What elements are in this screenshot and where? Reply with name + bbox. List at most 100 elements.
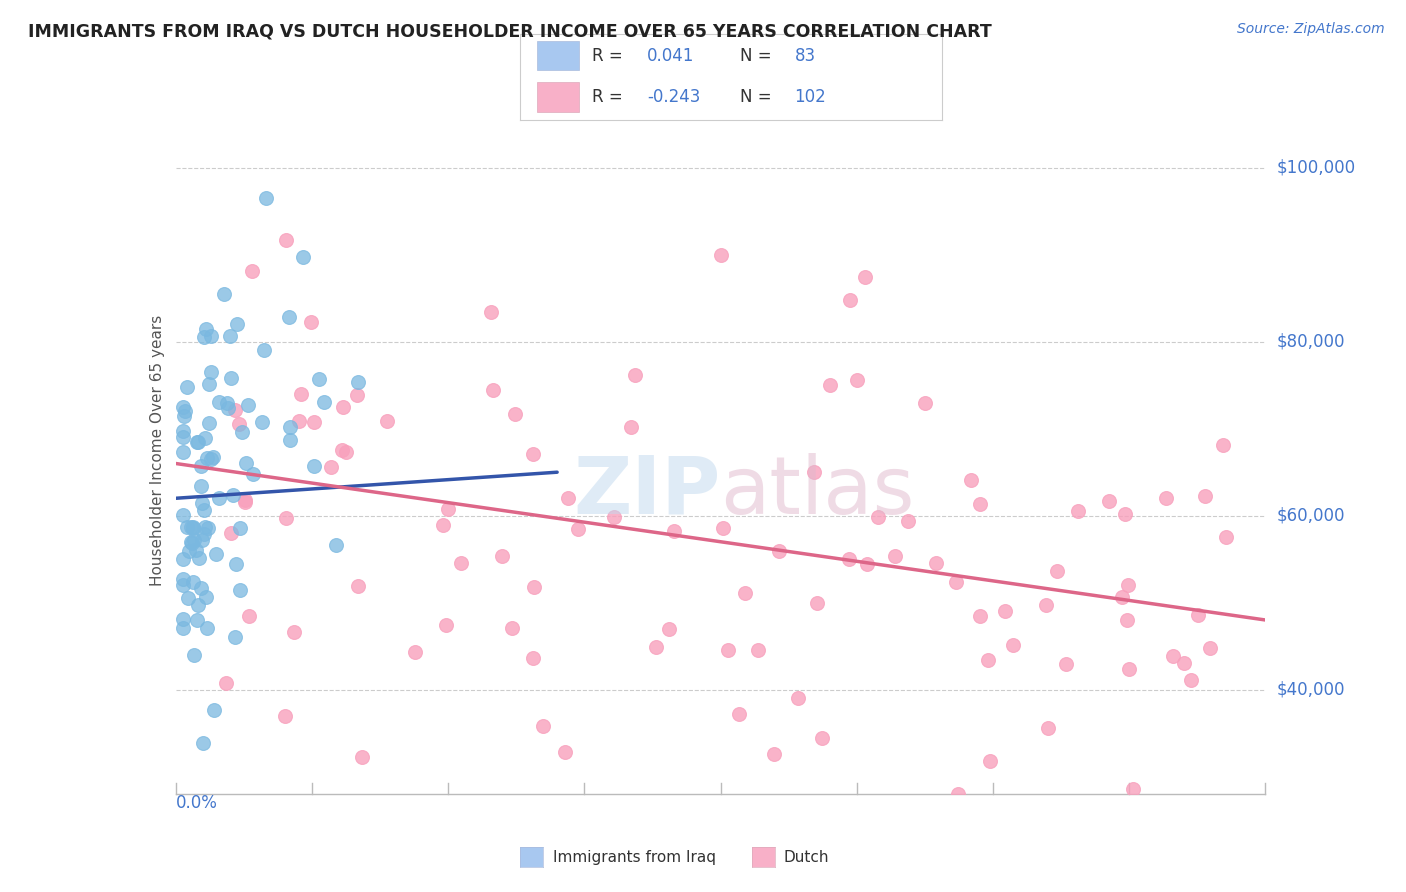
Text: $40,000: $40,000 xyxy=(1277,681,1346,698)
Point xyxy=(1212,438,1234,452)
Point xyxy=(1194,489,1216,503)
Point xyxy=(190,479,212,493)
Point xyxy=(274,709,297,723)
Text: atlas: atlas xyxy=(721,452,915,531)
Point xyxy=(242,467,264,481)
Point xyxy=(215,675,238,690)
Point xyxy=(200,365,222,379)
Point xyxy=(818,378,841,392)
Point xyxy=(567,522,589,536)
Point xyxy=(1002,638,1025,652)
Point xyxy=(557,491,579,505)
Point xyxy=(866,510,889,524)
Point xyxy=(330,442,353,457)
Text: 0.041: 0.041 xyxy=(647,46,695,64)
Point xyxy=(194,591,217,605)
Point xyxy=(187,551,209,566)
Point xyxy=(194,431,217,445)
Point xyxy=(979,754,1001,768)
Point xyxy=(226,317,249,331)
Text: R =: R = xyxy=(592,88,628,106)
Point xyxy=(1054,657,1077,671)
Point xyxy=(172,424,194,438)
Point xyxy=(375,414,398,428)
Text: 102: 102 xyxy=(794,88,827,106)
Point xyxy=(207,491,229,505)
Point xyxy=(994,603,1017,617)
Text: 0.0%: 0.0% xyxy=(176,794,218,812)
Point xyxy=(224,403,246,417)
Point xyxy=(319,460,342,475)
Point xyxy=(325,538,347,552)
Point xyxy=(197,416,219,430)
Point xyxy=(180,535,202,549)
Point xyxy=(332,400,354,414)
Point xyxy=(347,579,370,593)
Point xyxy=(897,514,920,528)
Point xyxy=(404,645,426,659)
Point xyxy=(177,591,200,606)
Point xyxy=(1187,608,1209,623)
Point xyxy=(1161,648,1184,663)
Point xyxy=(1046,564,1069,578)
Point xyxy=(229,582,252,597)
Point xyxy=(314,395,336,409)
Point xyxy=(174,404,197,418)
Y-axis label: Householder Income Over 65 years: Householder Income Over 65 years xyxy=(149,315,165,586)
Point xyxy=(181,536,204,550)
Point xyxy=(278,433,301,447)
Text: Source: ZipAtlas.com: Source: ZipAtlas.com xyxy=(1237,22,1385,37)
Point xyxy=(811,731,834,746)
Point xyxy=(219,329,242,343)
Point xyxy=(623,368,645,383)
Point xyxy=(176,379,198,393)
Point xyxy=(501,622,523,636)
Point xyxy=(172,400,194,414)
Point xyxy=(1180,673,1202,687)
Point xyxy=(172,508,194,523)
Point xyxy=(186,435,208,450)
Point xyxy=(276,233,298,247)
Text: $80,000: $80,000 xyxy=(1277,333,1346,351)
Point xyxy=(717,643,740,657)
Point xyxy=(177,544,200,558)
Point xyxy=(1035,598,1057,612)
Point xyxy=(1098,493,1121,508)
Point xyxy=(221,488,243,502)
Point xyxy=(172,572,194,586)
Point xyxy=(1199,640,1222,655)
Point xyxy=(1118,662,1140,676)
Point xyxy=(201,450,224,465)
Point xyxy=(503,407,526,421)
Point xyxy=(346,375,368,389)
Point xyxy=(172,430,194,444)
Text: -0.243: -0.243 xyxy=(647,88,700,106)
Point xyxy=(838,293,860,307)
Point xyxy=(219,371,242,385)
Text: IMMIGRANTS FROM IRAQ VS DUTCH HOUSEHOLDER INCOME OVER 65 YEARS CORRELATION CHART: IMMIGRANTS FROM IRAQ VS DUTCH HOUSEHOLDE… xyxy=(28,22,991,40)
Point xyxy=(450,556,472,570)
Point xyxy=(224,630,246,644)
Point xyxy=(856,557,879,571)
Text: $60,000: $60,000 xyxy=(1277,507,1346,524)
Point xyxy=(195,321,218,335)
Point xyxy=(290,386,312,401)
Point xyxy=(554,745,576,759)
Point xyxy=(252,343,274,357)
Point xyxy=(183,533,205,547)
Point xyxy=(308,372,330,386)
Point xyxy=(845,373,868,387)
Point xyxy=(762,747,785,761)
Point xyxy=(292,250,315,264)
Point xyxy=(1173,656,1195,670)
Point xyxy=(217,401,239,415)
Text: $100,000: $100,000 xyxy=(1277,159,1355,177)
Text: Dutch: Dutch xyxy=(783,850,828,864)
Point xyxy=(335,445,357,459)
Point xyxy=(803,465,825,479)
Point xyxy=(664,524,686,539)
Point xyxy=(193,736,215,750)
Point xyxy=(969,497,991,511)
Point xyxy=(711,521,734,535)
Point xyxy=(183,648,205,662)
